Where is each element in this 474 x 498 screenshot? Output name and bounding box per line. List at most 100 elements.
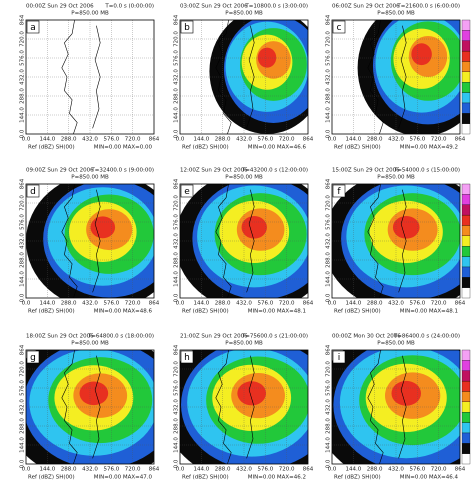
colorbar-cell <box>461 204 471 216</box>
map-plot <box>26 20 154 134</box>
field-range: MIN=0.00 MAX=48.6 <box>94 309 153 315</box>
colorbar-cell <box>461 412 471 423</box>
y-tick-label: 864 <box>174 178 180 189</box>
colorbar-cell <box>461 432 471 444</box>
y-tick-label: 144.0 <box>20 437 26 453</box>
x-tick-label: 288.0 <box>367 301 383 307</box>
panel-elapsed: T=10800.0 s (3:00:00) <box>244 4 308 10</box>
plot-frame <box>25 349 155 465</box>
colorbar-cell <box>461 443 471 454</box>
colorbar-cell <box>461 235 471 247</box>
x-tick-label: 0.0 <box>22 137 31 143</box>
panel-level: P=850.00 MB <box>71 11 109 17</box>
panel-time: 21:00Z Sun 29 Oct 2006 <box>180 334 248 340</box>
y-tick-label: 720.0 <box>326 195 332 211</box>
x-tick-label: 144.0 <box>39 137 55 143</box>
x-tick-label: 720.0 <box>125 301 141 307</box>
y-tick-label: 288.0 <box>326 252 332 268</box>
map-plot <box>332 20 460 134</box>
y-tick-label: 288.0 <box>174 418 180 434</box>
colorbar-cell <box>461 71 471 83</box>
x-tick-label: 432.0 <box>82 137 98 143</box>
x-tick-label: 864 <box>149 301 160 307</box>
y-tick-label: 288.0 <box>20 252 26 268</box>
colorbar-cell <box>461 391 471 402</box>
field-name: Ref (dBZ) SH(00) <box>28 145 75 151</box>
y-tick-label: 864 <box>20 178 26 189</box>
colorbar-cell <box>461 370 471 382</box>
colorbar-cell <box>461 113 471 124</box>
panel-time: 00:00Z Sun 29 Oct 2006 <box>26 4 94 10</box>
y-tick-label: 288.0 <box>20 88 26 104</box>
x-tick-label: 576.0 <box>103 137 119 143</box>
map-plot <box>26 184 154 298</box>
field-name: Ref (dBZ) SH(00) <box>334 309 381 315</box>
y-tick-label: 576.0 <box>326 380 332 396</box>
field-name: Ref (dBZ) SH(00) <box>182 475 229 481</box>
y-tick-label: 0.0 <box>20 293 26 302</box>
colorbar-cell <box>461 360 471 371</box>
field-name: Ref (dBZ) SH(00) <box>28 309 75 315</box>
field-range: MIN=0.00 MAX=48.1 <box>248 309 306 315</box>
y-tick-label: 144.0 <box>174 107 180 123</box>
panel-time: 12:00Z Sun 29 Oct 2006 <box>180 168 248 174</box>
x-tick-label: 432.0 <box>388 137 404 143</box>
plot-frame <box>331 349 461 465</box>
colorbar-cell <box>461 277 471 288</box>
panel-level: P=850.00 MB <box>377 11 415 17</box>
panel-time: 18:00Z Sun 29 Oct 2006 <box>26 334 94 340</box>
plot-frame <box>25 19 155 135</box>
panel-elapsed: T=21600.0 s (6:00:00) <box>396 4 460 10</box>
panel-time: 03:00Z Sun 29 Oct 2006 <box>180 4 248 10</box>
x-tick-label: 720.0 <box>279 301 295 307</box>
y-tick-label: 144.0 <box>174 271 180 287</box>
reflectivity-contour <box>391 380 421 406</box>
x-tick-label: 864 <box>303 467 314 473</box>
y-tick-label: 576.0 <box>326 214 332 230</box>
y-tick-label: 144.0 <box>326 271 332 287</box>
y-tick-label: 432.0 <box>326 69 332 85</box>
y-tick-label: 720.0 <box>326 361 332 377</box>
y-tick-label: 288.0 <box>326 88 332 104</box>
colorbar-cell <box>461 246 471 257</box>
colorbar-cell <box>461 40 471 52</box>
y-tick-label: 864 <box>326 178 332 189</box>
colorbar-cell <box>461 123 471 135</box>
x-tick-label: 144.0 <box>345 467 361 473</box>
panel-label-box <box>332 20 346 34</box>
x-tick-label: 576.0 <box>409 467 425 473</box>
map-plot <box>180 20 308 134</box>
field-range: MIN=0.00 MAX=46.2 <box>248 475 306 481</box>
x-tick-label: 144.0 <box>345 301 361 307</box>
y-tick-label: 144.0 <box>326 107 332 123</box>
x-tick-label: 720.0 <box>431 137 447 143</box>
plot-frame <box>331 19 461 135</box>
x-tick-label: 432.0 <box>388 301 404 307</box>
x-tick-label: 0.0 <box>22 467 31 473</box>
y-tick-label: 0.0 <box>326 293 332 302</box>
panel-label: i <box>338 353 341 363</box>
colorbar-cell <box>461 82 471 93</box>
reflectivity-contour <box>241 216 267 239</box>
y-tick-label: 0.0 <box>174 459 180 468</box>
y-tick-label: 720.0 <box>174 195 180 211</box>
field-range: MIN=0.00 MAX=46.4 <box>400 475 459 481</box>
y-tick-label: 0.0 <box>174 129 180 138</box>
y-tick-label: 864 <box>326 14 332 25</box>
y-tick-label: 576.0 <box>20 50 26 66</box>
x-tick-label: 0.0 <box>176 301 185 307</box>
y-tick-label: 432.0 <box>174 233 180 249</box>
field-name: Ref (dBZ) SH(00) <box>182 145 229 151</box>
y-tick-label: 576.0 <box>174 380 180 396</box>
x-tick-label: 432.0 <box>236 137 252 143</box>
y-tick-label: 576.0 <box>174 50 180 66</box>
x-tick-label: 432.0 <box>236 467 252 473</box>
panel-label-box <box>332 350 346 364</box>
reflectivity-contour <box>392 216 420 239</box>
field-range: MIN=0.00 MAX=48.1 <box>400 309 458 315</box>
y-tick-label: 144.0 <box>20 271 26 287</box>
colorbar-cell <box>461 422 471 434</box>
reflectivity-contour <box>237 381 267 406</box>
reflectivity-contour <box>411 43 432 66</box>
x-tick-label: 720.0 <box>431 301 447 307</box>
